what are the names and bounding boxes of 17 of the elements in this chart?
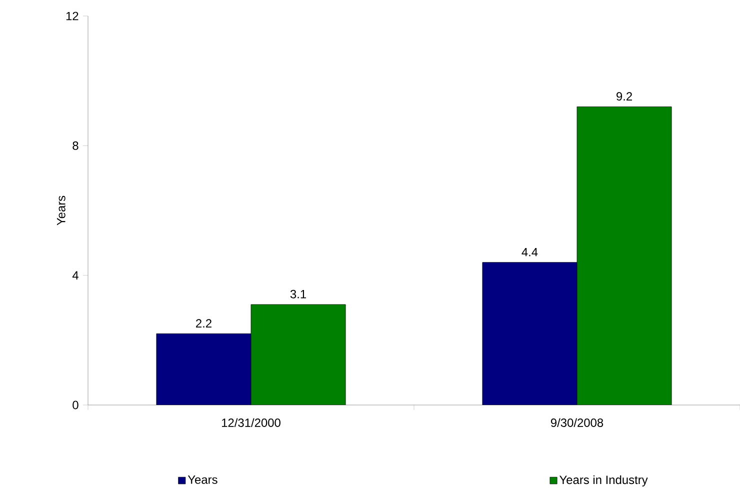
y-tick-label: 0 — [72, 400, 78, 410]
data-label: 3.1 — [290, 290, 306, 298]
y-axis-title: Years — [57, 196, 66, 226]
bar — [576, 106, 672, 405]
y-tick-label: 12 — [66, 12, 78, 20]
data-label: 9.2 — [616, 92, 632, 101]
bar — [156, 333, 252, 405]
bar — [250, 304, 346, 405]
y-tick-label: 4 — [72, 271, 78, 280]
bar — [482, 262, 578, 405]
data-label: 4.4 — [522, 248, 538, 256]
legend-label: Years — [188, 476, 218, 484]
x-tick-label: 9/30/2008 — [550, 418, 604, 427]
data-label: 2.2 — [196, 319, 212, 328]
y-tick-label: 8 — [72, 141, 78, 150]
x-tick-label: 12/31/2000 — [222, 418, 280, 427]
legend-label: Years in Industry — [560, 475, 648, 486]
